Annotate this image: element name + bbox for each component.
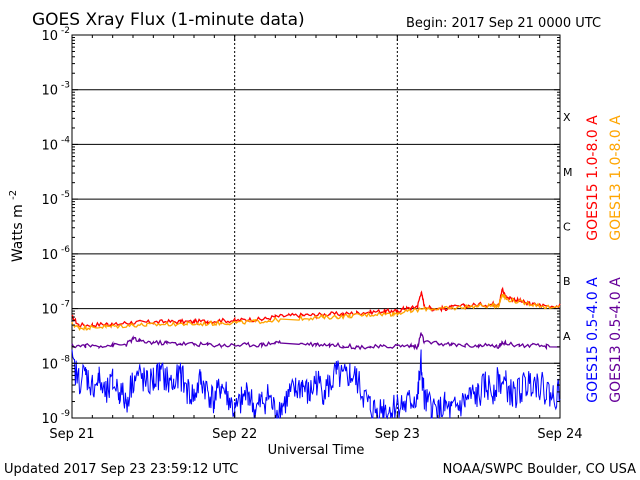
y-tick-label: 10 — [41, 29, 58, 44]
y-axis-title-sup: -2 — [8, 190, 19, 200]
y-tick-label: 10 — [41, 357, 58, 372]
y-tick-label: 10 — [41, 193, 58, 208]
flare-class-x: X — [563, 111, 571, 124]
plot-frame — [71, 34, 561, 419]
x-tick-label: Sep 22 — [212, 427, 257, 442]
y-tick-exponent: -6 — [61, 245, 70, 255]
y-tick-exponent: -4 — [61, 135, 70, 145]
series-goes13-1-0-8-0-a — [71, 293, 561, 332]
flare-class-labels: A B C M X — [563, 111, 573, 343]
legend-entry: GOES13 0.5-4.0 A — [608, 277, 624, 403]
x-tick-label: Sep 21 — [49, 427, 94, 442]
y-tick-label: 10 — [41, 138, 58, 153]
source-credit: NOAA/SWPC Boulder, CO USA — [443, 462, 636, 477]
y-tick-exponent: -5 — [61, 190, 70, 200]
legend-entry: GOES15 1.0-8.0 A — [585, 115, 601, 241]
updated-timestamp: Updated 2017 Sep 23 23:59:12 UTC — [4, 462, 238, 477]
legend-entry: GOES13 1.0-8.0 A — [608, 115, 624, 241]
y-axis-title: Watts m -2 — [8, 190, 26, 262]
y-axis-title-text: Watts m — [10, 204, 26, 262]
x-tick-label: Sep 23 — [375, 427, 420, 442]
series-line — [71, 349, 561, 420]
x-axis-title: Universal Time — [268, 443, 365, 458]
grid-lines — [72, 35, 560, 418]
flare-class-a: A — [563, 330, 571, 343]
y-tick-exponent: -8 — [61, 354, 70, 364]
y-tick-exponent: -3 — [61, 81, 70, 91]
y-tick-label: 10 — [41, 248, 58, 263]
series-line — [71, 293, 561, 332]
y-tick-exponent: -2 — [61, 26, 70, 36]
y-tick-label: 10 — [41, 412, 58, 427]
y-tick-label: 10 — [41, 303, 58, 318]
y-axis: 10-910-810-710-610-510-410-310-2 — [41, 26, 560, 427]
flare-class-c: C — [563, 221, 571, 234]
x-tick-label: Sep 24 — [537, 427, 582, 442]
legend: GOES15 1.0-8.0 A GOES13 1.0-8.0 A GOES15 0… — [585, 115, 624, 403]
chart-title: GOES Xray Flux (1-minute data) — [32, 10, 305, 30]
series-line — [71, 332, 561, 351]
y-tick-exponent: -7 — [61, 300, 70, 310]
begin-time-label: Begin: 2017 Sep 21 0000 UTC — [406, 16, 601, 31]
series-goes15-0-5-4-0-a — [71, 349, 561, 420]
legend-entry: GOES15 0.5-4.0 A — [585, 277, 601, 403]
series-group — [71, 286, 561, 420]
series-goes13-0-5-4-0-a — [71, 332, 561, 351]
y-tick-label: 10 — [41, 84, 58, 99]
y-tick-exponent: -9 — [61, 409, 70, 419]
flare-class-b: B — [563, 275, 571, 288]
svg-text:Watts m -2: Watts m -2 — [8, 190, 26, 262]
x-axis: Sep 21 Sep 22 Sep 23 Sep 24 — [49, 35, 583, 442]
flare-class-m: M — [563, 166, 573, 179]
